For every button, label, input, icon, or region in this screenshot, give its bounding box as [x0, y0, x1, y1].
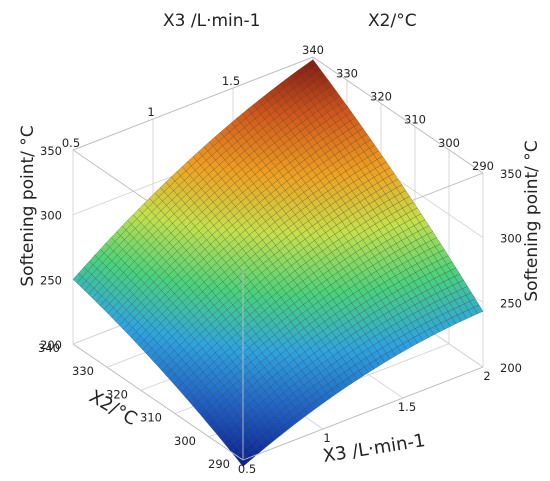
tick-label-x2-bottom: 330	[72, 364, 94, 378]
tick-label-z-left: 300	[40, 209, 62, 223]
axis-title-x2-top: X2/°C	[368, 11, 417, 31]
axis-title-x3-bottom: X3 /L·min-1	[321, 430, 426, 467]
tick-label-x3-bottom: 1	[323, 431, 330, 445]
tick-label-x2-top: 330	[336, 66, 358, 80]
tick-label-z-right: 200	[500, 361, 522, 375]
tick-label-x2-top: 290	[472, 159, 494, 173]
tick-label-x2-top: 340	[302, 43, 324, 57]
tick-label-x3-bottom: 2	[483, 369, 490, 383]
tick-label-x2-top: 320	[370, 89, 392, 103]
front-floor-edge-x3	[242, 366, 484, 461]
front-floor-edge-x2	[72, 343, 244, 461]
tick-label-x2-bottom: 320	[106, 387, 128, 401]
tick-label-x2-bottom: 290	[208, 457, 230, 471]
tick-label-z-left: 200	[40, 338, 62, 352]
tick-label-x2-top: 310	[404, 113, 426, 127]
tick-label-x3-top: 1	[147, 105, 154, 119]
response-surface	[72, 59, 484, 467]
tick-label-x2-bottom: 340	[38, 341, 60, 355]
tick-label-z-left: 250	[40, 273, 62, 287]
axis-title-z-right: Softening point/ °C	[522, 140, 542, 301]
tick-label-z-right: 300	[500, 232, 522, 246]
tick-label-x2-top: 300	[438, 136, 460, 150]
tick-label-x3-top: 0.5	[62, 136, 80, 150]
surface-cell	[238, 456, 249, 467]
front-frame-lines	[72, 266, 484, 461]
tick-labels: 0.511.5229030031032033034020025030035035…	[38, 43, 522, 476]
tick-label-z-left: 350	[40, 144, 62, 158]
tick-label-x2-bottom: 300	[174, 434, 196, 448]
tick-label-x3-bottom: 1.5	[398, 400, 416, 414]
top-frame-edge	[312, 56, 484, 174]
tick-label-x3-bottom: 0.5	[238, 462, 256, 476]
tick-label-x2-bottom: 310	[140, 411, 162, 425]
tick-label-x3-top: 1.5	[222, 74, 240, 88]
axis-title-z-left: Softening point/ °C	[18, 125, 38, 286]
axis-title-x3-top: X3 /L·min-1	[163, 11, 260, 31]
top-frame-edge	[72, 56, 314, 151]
tick-label-z-right: 250	[500, 296, 522, 310]
tick-label-z-right: 350	[500, 167, 522, 181]
